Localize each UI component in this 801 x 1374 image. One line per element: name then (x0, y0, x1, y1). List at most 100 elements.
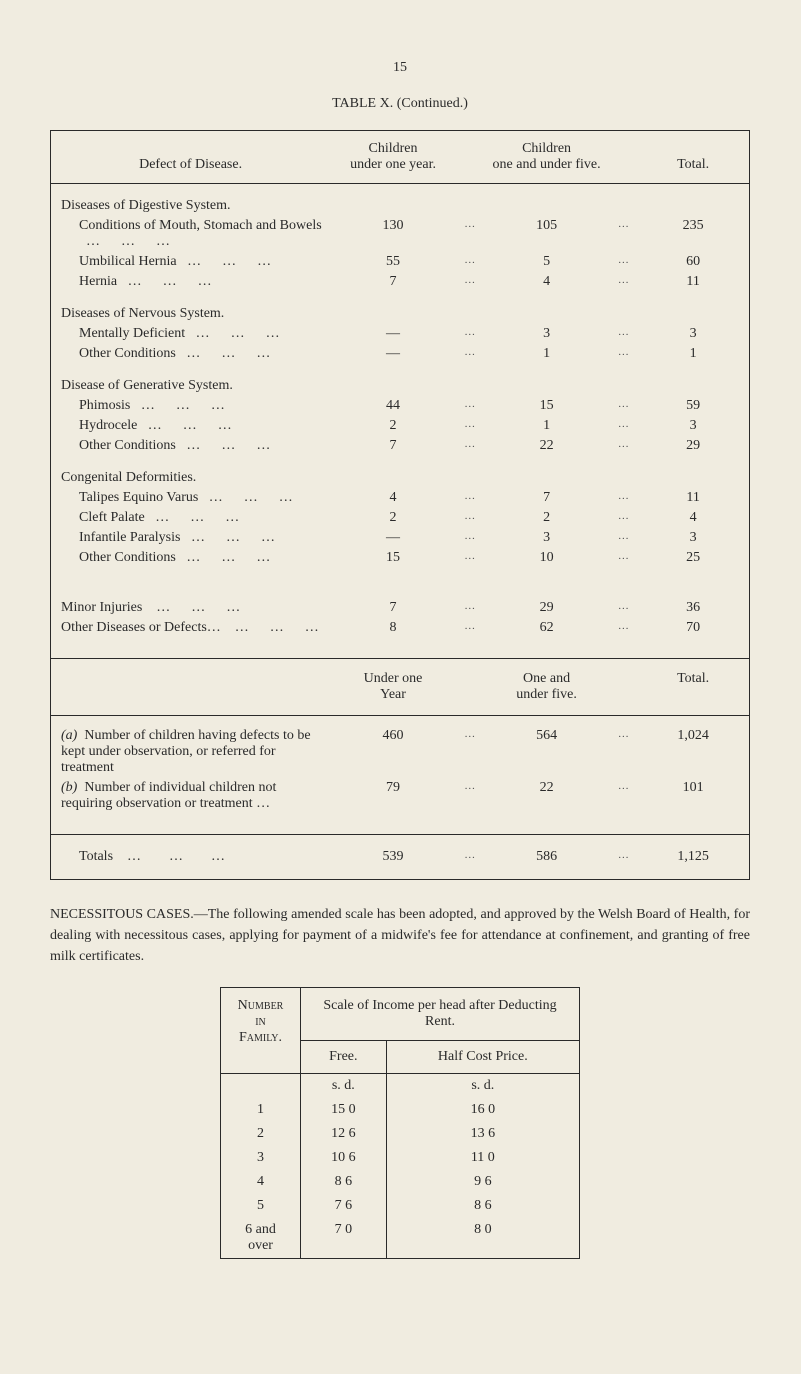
rent-sd-free: s. d. (301, 1074, 387, 1099)
row-c2: 1 (484, 344, 610, 364)
row-c3: 3 (637, 528, 749, 548)
rent-free: 10 6 (301, 1146, 387, 1170)
ab-row-label: (a) Number of children having defects to… (51, 716, 330, 779)
rent-n: 1 (221, 1098, 301, 1122)
row-c1: 44 (330, 396, 456, 416)
rent-n: 2 (221, 1122, 301, 1146)
dots: … (456, 272, 484, 292)
dots: … (456, 488, 484, 508)
rent-half: 8 6 (386, 1194, 579, 1218)
dots: … (456, 216, 484, 252)
ab-c2: 22 (484, 778, 610, 814)
rent-n: 4 (221, 1170, 301, 1194)
row-c1: 55 (330, 252, 456, 272)
row-c2: 7 (484, 488, 610, 508)
dots: … (456, 528, 484, 548)
rent-half: 8 0 (386, 1218, 579, 1259)
dots: … (456, 508, 484, 528)
row-label: Talipes Equino Varus … … … (51, 488, 330, 508)
group-title: Congenital Deformities. (51, 456, 749, 488)
dots: … (609, 416, 637, 436)
row-label: Conditions of Mouth, Stomach and Bowels … (51, 216, 330, 252)
dots: … (609, 324, 637, 344)
row-c1: 130 (330, 216, 456, 252)
dots: … (609, 508, 637, 528)
row-label: Minor Injuries … … … (51, 598, 330, 618)
dots: … (609, 436, 637, 456)
dots: … (456, 548, 484, 568)
row-label: Hernia … … … (51, 272, 330, 292)
ab-c1: 460 (330, 716, 456, 779)
dots: … (609, 344, 637, 364)
rent-n: 3 (221, 1146, 301, 1170)
rent-top-head: Scale of Income per head after Deducting… (301, 988, 580, 1041)
row-c1: 8 (330, 618, 456, 638)
row-c2: 15 (484, 396, 610, 416)
row-c2: 10 (484, 548, 610, 568)
ab-c3: 1,024 (637, 716, 749, 779)
group-title: Diseases of Digestive System. (51, 184, 749, 217)
rent-left-head: Number in Family. (221, 988, 301, 1074)
group-title: Disease of Generative System. (51, 364, 749, 396)
row-label: Hydrocele … … … (51, 416, 330, 436)
rent-n: 5 (221, 1194, 301, 1218)
rent-free: 8 6 (301, 1170, 387, 1194)
totals-c2: 586 (484, 835, 610, 880)
row-c2: 2 (484, 508, 610, 528)
row-c1: 2 (330, 416, 456, 436)
row-c1: — (330, 324, 456, 344)
row-label: Mentally Deficient … … … (51, 324, 330, 344)
subhead-total: Total. (637, 659, 749, 716)
row-c2: 105 (484, 216, 610, 252)
dots: … (456, 344, 484, 364)
totals-c1: 539 (330, 835, 456, 880)
dots: … (609, 528, 637, 548)
row-c1: 7 (330, 272, 456, 292)
row-c3: 29 (637, 436, 749, 456)
sub-table: Under oneYear One andunder five. Total. … (51, 658, 749, 879)
subhead-one-five: One andunder five. (484, 659, 610, 716)
row-c3: 11 (637, 488, 749, 508)
row-c3: 25 (637, 548, 749, 568)
rent-free: 7 0 (301, 1218, 387, 1259)
rent-half: 11 0 (386, 1146, 579, 1170)
rent-half-head: Half Cost Price. (386, 1041, 579, 1074)
group-title: Diseases of Nervous System. (51, 292, 749, 324)
row-c2: 3 (484, 324, 610, 344)
ab-c1: 79 (330, 778, 456, 814)
row-c1: 7 (330, 436, 456, 456)
head-one-five: Childrenone and under five. (484, 131, 610, 184)
rent-table: Number in Family. Scale of Income per he… (220, 987, 580, 1259)
row-label: Other Conditions … … … (51, 436, 330, 456)
row-c1: 4 (330, 488, 456, 508)
dots: … (456, 252, 484, 272)
ab-row-label: (b) Number of individual children not re… (51, 778, 330, 814)
dots: … (609, 216, 637, 252)
row-label: Cleft Palate … … … (51, 508, 330, 528)
totals-c3: 1,125 (637, 835, 749, 880)
dots: … (456, 416, 484, 436)
row-c3: 3 (637, 416, 749, 436)
row-c1: 2 (330, 508, 456, 528)
row-c1: 15 (330, 548, 456, 568)
row-c1: 7 (330, 598, 456, 618)
row-c3: 1 (637, 344, 749, 364)
row-c2: 62 (484, 618, 610, 638)
page-number: 15 (50, 60, 750, 76)
row-label: Phimosis … … … (51, 396, 330, 416)
row-label: Other Conditions … … … (51, 344, 330, 364)
row-label: Infantile Paralysis … … … (51, 528, 330, 548)
row-c2: 29 (484, 598, 610, 618)
dots: … (609, 396, 637, 416)
head-total: Total. (637, 131, 749, 184)
main-table-frame: Defect of Disease. Childrenunder one yea… (50, 130, 750, 880)
body-paragraph: NECESSITOUS CASES.—The following amended… (50, 904, 750, 967)
rent-free-head: Free. (301, 1041, 387, 1074)
row-c1: — (330, 344, 456, 364)
dots: … (609, 488, 637, 508)
row-c1: — (330, 528, 456, 548)
row-c3: 60 (637, 252, 749, 272)
rent-sd-half: s. d. (386, 1074, 579, 1099)
row-c3: 11 (637, 272, 749, 292)
rent-half: 9 6 (386, 1170, 579, 1194)
